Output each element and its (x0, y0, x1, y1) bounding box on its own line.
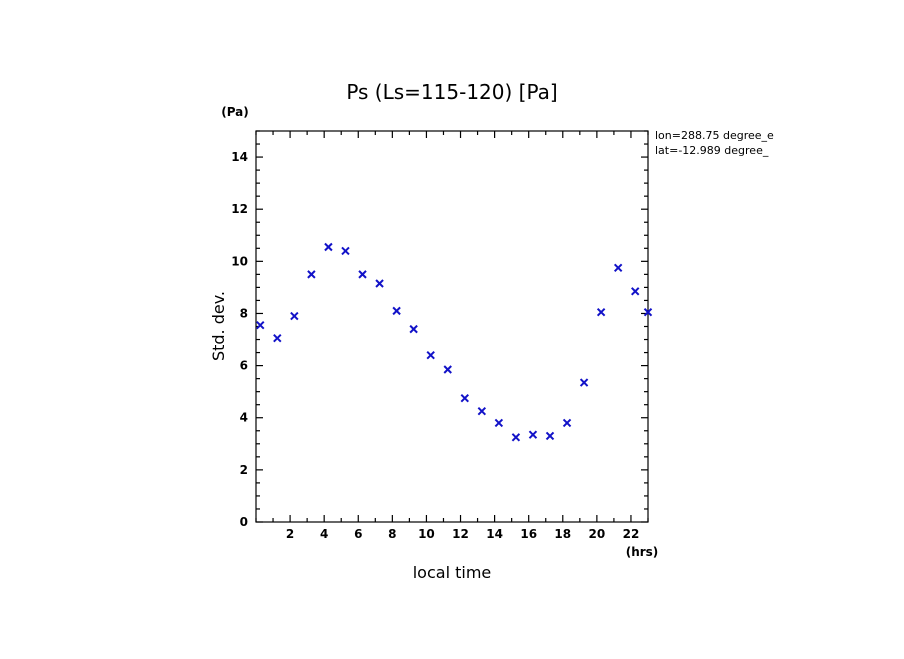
data-point-stroke (613, 263, 623, 273)
y-tick-label: 8 (240, 306, 248, 320)
data-point (324, 242, 333, 252)
data-point-stroke (596, 307, 606, 317)
data-point (273, 334, 282, 343)
data-point-stroke (494, 418, 504, 428)
data-point-stroke (528, 430, 538, 439)
data-point-stroke (324, 242, 333, 252)
x-tick-label: 20 (589, 527, 606, 541)
x-tick-label: 2 (286, 527, 294, 541)
data-point (341, 246, 350, 256)
data-point-stroke (358, 270, 367, 279)
x-tick-label: 8 (388, 527, 396, 541)
data-point-stroke (443, 365, 452, 374)
axis-ticks: 2 4 6 8 10 12 14 16 18 20 22 0 2 4 6 8 10 12 14 (231, 130, 649, 541)
lon-annotation: lon=288.75 degree_e (655, 129, 774, 142)
data-point-stroke (643, 307, 653, 317)
data-point (494, 418, 504, 428)
data-point (545, 431, 555, 441)
data-point-stroke (392, 306, 401, 316)
chart-title: Ps (Ls=115-120) [Pa] (346, 80, 557, 104)
data-point-stroke (477, 407, 487, 416)
data-point-stroke (460, 393, 469, 403)
x-tick-label: 10 (418, 527, 435, 541)
data-point-stroke (341, 246, 350, 256)
lat-annotation: lat=-12.989 degree_ (655, 144, 769, 157)
data-markers (256, 242, 653, 442)
x-tick-label: 14 (486, 527, 503, 541)
data-point-stroke (631, 287, 640, 296)
data-point (290, 311, 299, 321)
data-point (579, 378, 589, 387)
x-unit-label: (hrs) (626, 545, 659, 559)
data-point (256, 320, 265, 330)
data-point-stroke (256, 320, 265, 330)
data-point-stroke (409, 324, 418, 334)
data-point (358, 270, 367, 279)
data-point-stroke (375, 279, 384, 288)
x-axis-label: local time (413, 563, 492, 582)
data-point-stroke (511, 433, 521, 442)
data-point (409, 324, 418, 334)
plot-frame (255, 130, 649, 523)
data-point (631, 287, 640, 296)
data-point (562, 418, 572, 428)
x-tick-label: 18 (554, 527, 571, 541)
data-point-stroke (426, 350, 435, 360)
y-tick-label: 6 (240, 359, 248, 373)
data-point (426, 350, 435, 360)
y-tick-label: 0 (240, 515, 248, 529)
x-tick-label: 6 (354, 527, 362, 541)
data-point-stroke (307, 270, 316, 279)
y-tick-label: 4 (240, 411, 248, 425)
x-tick-label: 4 (320, 527, 328, 541)
y-tick-label: 14 (231, 150, 248, 164)
y-axis-label: Std. dev. (209, 291, 228, 361)
y-tick-label: 12 (231, 202, 248, 216)
x-tick-label: 12 (452, 527, 469, 541)
data-point (460, 393, 469, 403)
data-point-stroke (579, 378, 589, 387)
data-point-stroke (290, 311, 299, 321)
y-unit-label: (Pa) (221, 105, 249, 119)
data-point (528, 430, 538, 439)
y-tick-label: 2 (240, 463, 248, 477)
x-tick-label: 22 (623, 527, 640, 541)
data-point (307, 270, 316, 279)
data-point (511, 433, 521, 442)
data-point (375, 279, 384, 288)
data-point (613, 263, 623, 273)
data-point-stroke (273, 334, 282, 343)
data-point (596, 307, 606, 317)
data-point (392, 306, 401, 316)
data-point (477, 407, 487, 416)
data-point (643, 307, 653, 317)
data-point-stroke (545, 431, 555, 441)
data-point (443, 365, 452, 374)
y-tick-label: 10 (231, 254, 248, 268)
data-point-stroke (562, 418, 572, 428)
x-tick-label: 16 (520, 527, 537, 541)
